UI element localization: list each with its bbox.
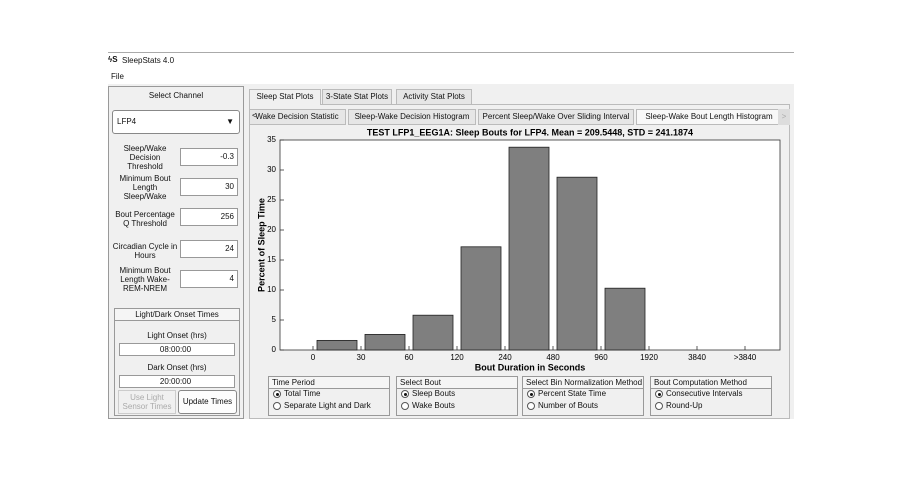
bar xyxy=(604,287,646,351)
app-icon: ϟS xyxy=(108,55,118,64)
subtab[interactable]: Sleep-Wake Decision Histogram xyxy=(348,109,476,125)
radio-dot xyxy=(403,392,407,396)
field-label: Minimum Bout Length Sleep/Wake xyxy=(119,174,171,201)
field-label: Circadian Cycle in Hours xyxy=(112,242,178,260)
radio[interactable] xyxy=(273,390,281,398)
field-input[interactable]: 4 xyxy=(180,270,238,288)
x-tick-label: 3840 xyxy=(688,353,706,362)
sensor-button[interactable]: Use Light Sensor Times xyxy=(118,390,176,414)
plot-title: TEST LFP1_EEG1A: Sleep Bouts for LFP4. M… xyxy=(367,127,693,137)
y-tick-label: 0 xyxy=(272,345,277,354)
radio-dot xyxy=(529,392,533,396)
subtab[interactable]: Wake Decision Statistic xyxy=(250,109,346,125)
scroll-right[interactable]: > xyxy=(778,109,790,125)
radio-label: Sleep Bouts xyxy=(412,389,456,398)
radio[interactable] xyxy=(401,390,409,398)
radio-label: Separate Light and Dark xyxy=(284,401,371,410)
scroll-left[interactable]: < xyxy=(252,111,257,120)
onset-group: Light/Dark Onset Times xyxy=(114,308,240,416)
y-tick-label: 35 xyxy=(267,135,276,144)
x-tick-label: >3840 xyxy=(734,353,757,362)
radio[interactable] xyxy=(527,402,535,410)
radio[interactable] xyxy=(401,402,409,410)
radio[interactable] xyxy=(527,390,535,398)
x-tick-label: 60 xyxy=(405,353,414,362)
dark-input[interactable]: 20:00:00 xyxy=(119,375,235,388)
y-tick-label: 15 xyxy=(267,255,276,264)
radio[interactable] xyxy=(655,390,663,398)
subtab[interactable]: Sleep-Wake Bout Length Histogram xyxy=(636,109,782,125)
tab[interactable]: Activity Stat Plots xyxy=(396,89,472,105)
field-label: Minimum Bout Length Wake-REM-NREM xyxy=(119,266,171,293)
x-tick-label: 120 xyxy=(450,353,464,362)
tab[interactable]: Sleep Stat Plots xyxy=(249,89,321,105)
y-tick-label: 30 xyxy=(267,165,276,174)
y-tick-label: 5 xyxy=(272,315,277,324)
x-tick-label: 30 xyxy=(357,353,366,362)
option-title: Select Bin Normalization Method xyxy=(522,376,644,389)
field-input[interactable]: 256 xyxy=(180,208,238,226)
radio-dot xyxy=(657,392,661,396)
x-tick-label: 1920 xyxy=(640,353,658,362)
bar xyxy=(316,339,358,351)
radio[interactable] xyxy=(655,402,663,410)
subtab-bar: Wake Decision Statistic Sleep-Wake Decisi… xyxy=(250,109,790,125)
x-tick-label: 960 xyxy=(594,353,608,362)
field-input[interactable]: -0.3 xyxy=(180,148,238,166)
light-input[interactable]: 08:00:00 xyxy=(119,343,235,356)
menu-item[interactable]: File xyxy=(111,72,124,81)
panel-heading: Select Channel xyxy=(148,91,204,100)
x-tick-label: 480 xyxy=(546,353,560,362)
bar xyxy=(460,246,502,351)
group-title: Light/Dark Onset Times xyxy=(115,309,239,321)
radio-label: Round-Up xyxy=(666,401,703,410)
y-tick-label: 20 xyxy=(267,225,276,234)
field-label: Bout Percentage Q Threshold xyxy=(115,210,175,228)
update-button[interactable]: Update Times xyxy=(178,390,237,414)
light-label: Light Onset (hrs) xyxy=(147,331,207,340)
y-tick-label: 25 xyxy=(267,195,276,204)
histogram: TEST LFP1_EEG1A: Sleep Bouts for LFP4. M… xyxy=(256,127,781,372)
channel-dropdown[interactable]: LFP4 ▼ xyxy=(112,110,240,134)
window-edge xyxy=(108,52,794,53)
subtab[interactable]: Percent Sleep/Wake Over Sliding Interval xyxy=(478,109,634,125)
field-input[interactable]: 30 xyxy=(180,178,238,196)
x-axis-label: Bout Duration in Seconds xyxy=(475,362,586,372)
y-tick-label: 10 xyxy=(267,285,276,294)
x-tick-label: 0 xyxy=(311,353,316,362)
dropdown-arrow: ▼ xyxy=(226,117,234,126)
dark-label: Dark Onset (hrs) xyxy=(147,363,207,372)
option-title: Select Bout xyxy=(396,376,518,389)
radio-label: Wake Bouts xyxy=(412,401,455,410)
option-title: Time Period xyxy=(268,376,390,389)
y-axis-label: Percent of Sleep Time xyxy=(256,198,266,292)
option-title: Bout Computation Method xyxy=(650,376,772,389)
radio-label: Percent State Time xyxy=(538,389,607,398)
radio-dot xyxy=(275,392,279,396)
field-input[interactable]: 24 xyxy=(180,240,238,258)
radio-label: Number of Bouts xyxy=(538,401,599,410)
tab[interactable]: 3-State Stat Plots xyxy=(322,89,392,105)
bar xyxy=(508,146,550,351)
x-tick-label: 240 xyxy=(498,353,512,362)
radio-label: Total Time xyxy=(284,389,321,398)
field-label: Sleep/Wake Decision Threshold xyxy=(123,144,167,171)
bar xyxy=(364,333,406,351)
window-title: SleepStats 4.0 xyxy=(122,56,175,65)
bar xyxy=(556,176,598,351)
channel-value: LFP4 xyxy=(117,117,137,126)
bar xyxy=(412,314,454,351)
radio-label: Consecutive Intervals xyxy=(666,389,743,398)
radio[interactable] xyxy=(273,402,281,410)
